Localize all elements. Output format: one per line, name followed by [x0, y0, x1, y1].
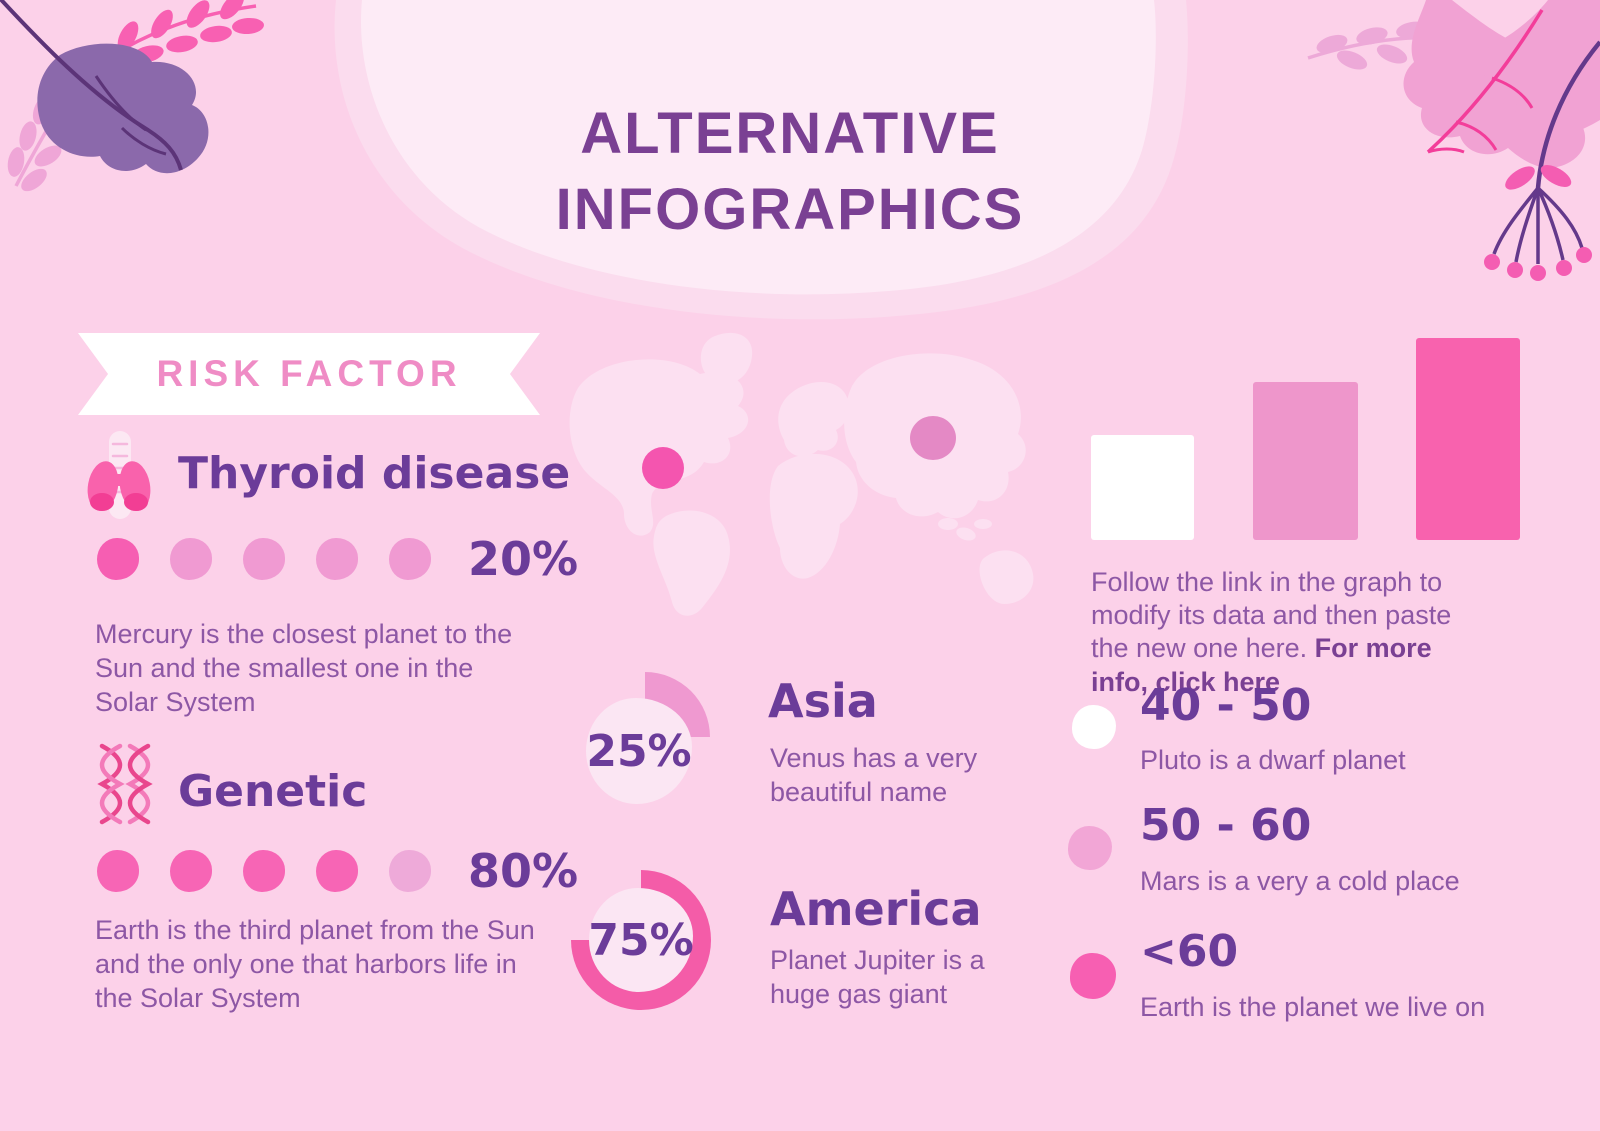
rating-dot [389, 850, 431, 892]
rating-dot [389, 538, 431, 580]
rating-dot [243, 538, 285, 580]
legend-dot-50-60 [1068, 826, 1112, 870]
rating-dot [97, 538, 139, 580]
legend-dot-40-50 [1072, 705, 1116, 749]
risk-item-title-genetic: Genetic [178, 766, 368, 817]
title-background-blob [334, 0, 1188, 320]
thyroid-icon [87, 431, 151, 519]
continent-title-america: America [770, 882, 982, 936]
continent-description-america: Planet Jupiter is a huge gas giant [770, 945, 985, 1009]
legend-description-40-50: Pluto is a dwarf planet [1140, 745, 1406, 775]
risk-item-description-genetic: Earth is the third planet from the Sun a… [95, 915, 535, 1013]
legend-dot-under-60 [1070, 953, 1116, 999]
risk-item-title-thyroid: Thyroid disease [178, 448, 571, 499]
donut-core-america: 75% [588, 888, 694, 992]
rating-dot [170, 538, 212, 580]
percent-label-thyroid: 20% [468, 532, 579, 586]
donut-chart-asia: 25% [580, 672, 710, 804]
rating-dot [243, 850, 285, 892]
page-title-line-2: INFOGRAPHICS [555, 177, 1025, 242]
donut-percent-america: 75% [588, 914, 694, 966]
dna-icon [97, 743, 153, 825]
rating-dot [170, 850, 212, 892]
risk-item-description-thyroid: Mercury is the closest planet to the Sun… [95, 619, 513, 717]
page-title: ALTERNATIVE INFOGRAPHICS [420, 96, 1160, 248]
donut-core-asia: 25% [586, 698, 692, 804]
risk-factor-label: RISK FACTOR [156, 353, 462, 394]
bar-range-40-50 [1091, 435, 1194, 540]
legend-range-40-50: 40 - 50 [1140, 680, 1312, 731]
percent-label-genetic: 80% [468, 844, 579, 898]
legend-range-50-60: 50 - 60 [1140, 800, 1312, 851]
continent-description-asia: Venus has a very beautiful name [770, 743, 978, 807]
floral-decoration-left-icon [0, 0, 264, 192]
legend-description-under-60: Earth is the planet we live on [1140, 992, 1486, 1022]
bar-range-50-60 [1253, 382, 1358, 540]
rating-dot [316, 538, 358, 580]
rating-dots-genetic [97, 850, 431, 892]
rating-dot [97, 850, 139, 892]
floral-decoration-right-icon [1307, 0, 1600, 281]
map-marker-america [642, 447, 684, 489]
legend-description-50-60: Mars is a very a cold place [1140, 866, 1460, 896]
more-info-link[interactable]: For more info, click here [1091, 633, 1432, 697]
bar-range-under-60 [1416, 338, 1520, 540]
bar-chart [1091, 338, 1520, 540]
rating-dot [316, 850, 358, 892]
map-marker-asia [910, 416, 956, 460]
chart-note: Follow the link in the graph to modify i… [1091, 566, 1481, 699]
risk-factor-banner: RISK FACTOR [78, 333, 540, 415]
world-map [569, 332, 1034, 616]
donut-percent-asia: 25% [586, 725, 692, 777]
continent-title-asia: Asia [768, 674, 878, 728]
rating-dots-thyroid [97, 538, 431, 580]
chart-note-text: Follow the link in the graph to modify i… [1091, 567, 1452, 664]
legend-range-under-60: <60 [1140, 926, 1239, 977]
donut-chart-america: 75% [571, 870, 711, 1010]
page-title-line-1: ALTERNATIVE [580, 101, 1000, 166]
